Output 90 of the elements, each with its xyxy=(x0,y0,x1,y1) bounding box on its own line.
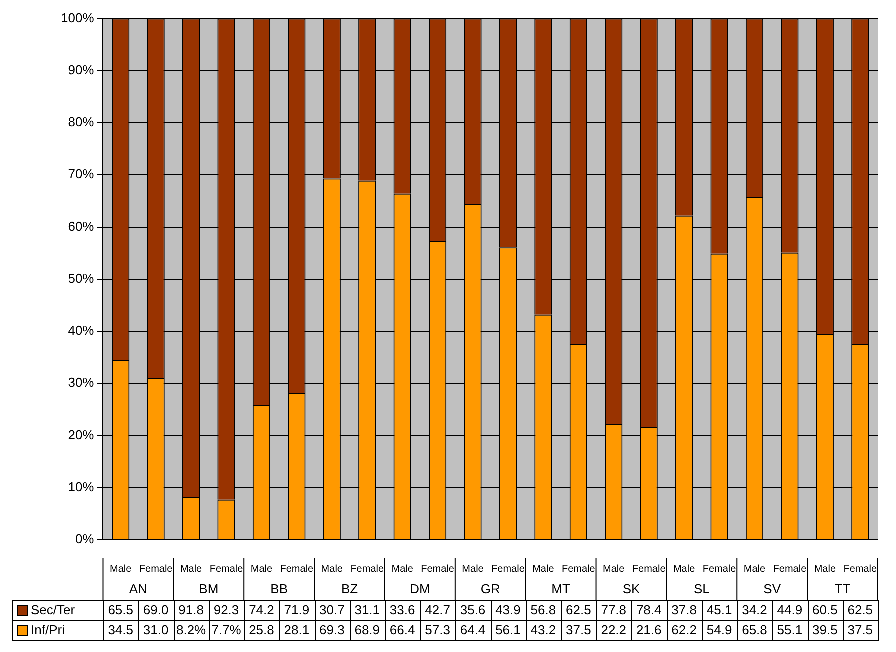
x-tick-label: Male xyxy=(532,564,555,575)
y-tick-label: 40% xyxy=(68,323,95,338)
text: AN xyxy=(129,582,148,597)
data-label: 37.5 xyxy=(566,622,592,638)
legend-label: Sec/Ter xyxy=(31,602,76,618)
data-label: 74.2 xyxy=(249,602,274,618)
x-tick-label: Male xyxy=(744,564,766,575)
data-label: 42.7 xyxy=(425,602,450,618)
data-label: 66.4 xyxy=(390,622,416,638)
data-label: 39.5 xyxy=(812,622,838,638)
data-label: 37.5 xyxy=(848,622,874,638)
y-tick-label: 30% xyxy=(68,375,95,390)
data-label: 21.6 xyxy=(636,622,662,638)
x-tick-label: Male xyxy=(603,564,626,575)
data-label: 92.3 xyxy=(214,602,240,618)
x-tick-label: Female xyxy=(139,564,174,575)
text: BZ xyxy=(341,582,358,597)
y-tick-label: 50% xyxy=(68,270,95,286)
data-label: 57.3 xyxy=(425,622,450,638)
x-tick-label: Female xyxy=(773,564,808,575)
data-label: 54.9 xyxy=(706,622,732,638)
data-label: 31.0 xyxy=(143,622,169,638)
data-label: 69.0 xyxy=(143,602,169,618)
y-tick-label: 90% xyxy=(68,62,95,78)
data-label: 65.8 xyxy=(742,622,768,638)
text: DM xyxy=(410,582,430,597)
x-tick-label: Female xyxy=(421,564,455,575)
data-label: 28.1 xyxy=(284,622,310,638)
x-tick-label: Female xyxy=(492,564,526,575)
text: BB xyxy=(270,582,288,597)
x-tick-label: Male xyxy=(814,564,836,575)
data-label: 31.1 xyxy=(354,602,380,618)
data-label: 7.7% xyxy=(212,622,242,638)
x-tick-label: Male xyxy=(462,564,484,575)
y-tick-label: 0% xyxy=(75,532,95,547)
data-label: 62.5 xyxy=(566,602,592,618)
data-label: 33.6 xyxy=(390,602,416,618)
text: TT xyxy=(834,582,851,597)
text: BM xyxy=(199,582,219,597)
data-label: 43.2 xyxy=(530,622,556,638)
data-label: 45.1 xyxy=(706,602,732,618)
y-tick-label: 100% xyxy=(61,10,95,26)
y-tick-label: 20% xyxy=(68,427,95,442)
text: SV xyxy=(764,582,782,597)
data-label: 43.9 xyxy=(496,602,521,618)
x-tick-label: Female xyxy=(844,564,878,575)
data-label: 34.2 xyxy=(742,602,768,618)
legend-label: Inf/Pri xyxy=(31,622,66,638)
y-tick-label: 80% xyxy=(68,114,95,130)
data-label: 35.6 xyxy=(460,602,486,618)
data-label: 68.9 xyxy=(354,622,380,638)
x-tick-label: Female xyxy=(350,564,384,575)
data-label: 62.2 xyxy=(672,622,697,638)
data-label: 62.5 xyxy=(848,602,874,618)
x-tick-label: Female xyxy=(280,564,314,575)
data-label: 34.5 xyxy=(108,622,134,638)
data-label: 71.9 xyxy=(284,602,310,618)
data-label: 44.9 xyxy=(777,602,803,618)
data-label: 65.5 xyxy=(108,602,134,618)
data-label: 60.5 xyxy=(812,602,838,618)
y-tick-label: 60% xyxy=(68,218,95,234)
y-tick-label: 70% xyxy=(68,166,95,182)
x-tick-label: Female xyxy=(632,564,666,575)
data-label: 56.1 xyxy=(496,622,521,638)
data-label: 69.3 xyxy=(319,622,345,638)
data-label: 8.2% xyxy=(176,622,207,638)
x-tick-label: Male xyxy=(110,564,132,575)
data-label: 64.4 xyxy=(460,622,486,638)
data-label: 55.1 xyxy=(777,622,803,638)
x-tick-label: Female xyxy=(210,564,244,575)
text: GR xyxy=(480,582,500,597)
data-label: 30.7 xyxy=(319,602,345,618)
x-tick-label: Male xyxy=(321,564,344,575)
x-tick-label: Male xyxy=(673,564,696,575)
text: SK xyxy=(622,582,640,597)
data-label: 22.2 xyxy=(601,622,627,638)
x-tick-label: Male xyxy=(392,564,414,575)
data-label: 56.8 xyxy=(530,602,556,618)
data-label: 25.8 xyxy=(249,622,274,638)
x-tick-label: Male xyxy=(250,564,273,575)
data-label: 77.8 xyxy=(601,602,627,618)
x-tick-label: Female xyxy=(702,564,737,575)
text: SL xyxy=(694,582,710,597)
text: MT xyxy=(552,582,570,597)
data-label: 91.8 xyxy=(178,602,204,618)
data-label: 37.8 xyxy=(672,602,697,618)
data-label: 78.4 xyxy=(636,602,662,618)
y-tick-label: 10% xyxy=(68,479,95,494)
x-tick-label: Male xyxy=(180,564,203,575)
x-tick-label: Female xyxy=(562,564,596,575)
